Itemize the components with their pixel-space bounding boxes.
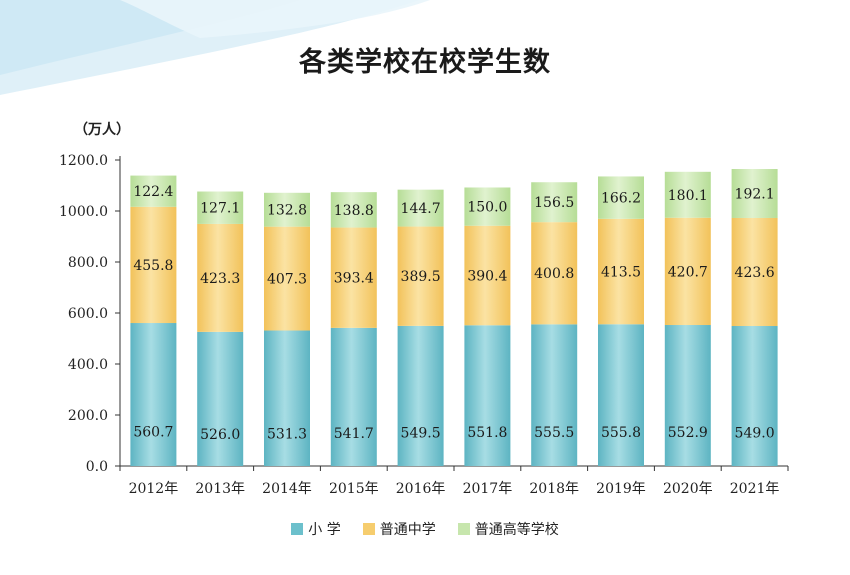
y-tick-label: 600.0 [68,306,108,322]
x-category-label: 2021年 [730,481,780,497]
data-label: 180.1 [668,188,708,204]
data-label: 156.5 [534,195,574,211]
data-label: 555.8 [601,425,641,441]
legend-swatch-middle [362,523,375,535]
data-label: 420.7 [668,264,708,280]
bar-segment [531,222,578,325]
x-category-label: 2019年 [596,481,646,497]
data-label: 555.5 [534,425,574,441]
data-label: 393.4 [334,271,374,287]
x-category-label: 2016年 [396,481,446,497]
bar-segment [330,227,377,328]
data-label: 526.0 [200,427,240,443]
x-category-label: 2015年 [329,481,379,497]
bar-segment [397,189,444,227]
data-label: 407.3 [267,272,307,288]
data-label: 552.9 [668,425,708,441]
data-label: 551.8 [467,425,507,441]
legend-swatch-primary [291,523,304,535]
data-label: 549.0 [735,425,775,441]
x-category-label: 2020年 [663,481,713,497]
y-tick-label: 0.0 [86,459,108,475]
legend-swatch-higher [457,523,470,535]
bar-segment [130,175,177,207]
y-tick-label: 1000.0 [59,204,108,220]
bar-segment [664,217,711,326]
bar-segment [130,323,177,466]
bar-segment [197,331,244,466]
data-label: 423.3 [200,271,240,287]
data-label: 389.5 [401,269,441,285]
bar-segment [464,325,511,466]
bar-segment [731,169,778,218]
y-tick-label: 1200.0 [59,153,108,169]
bar-segment [264,330,310,466]
data-label: 127.1 [200,201,240,217]
bar-segment [197,223,244,332]
y-axis-unit-label: （万人） [74,122,130,138]
legend-item-higher: 普通高等学校 [457,519,559,539]
bar-segment [598,176,644,219]
data-label: 192.1 [735,186,775,202]
data-label: 150.0 [467,200,507,216]
bar-segment [598,218,644,325]
bar-segment [464,225,511,326]
bar-segment [598,324,644,466]
x-category-label: 2017年 [463,481,513,497]
bar-segment [264,226,310,331]
legend-label-primary: 小 学 [308,522,341,538]
bar-segment [531,182,578,223]
bar-segment [664,325,711,466]
data-label: 423.6 [735,265,775,281]
bar-segment [330,192,377,228]
x-category-label: 2013年 [195,481,245,497]
bar-segment [464,187,511,226]
chart-title: 各类学校在校学生数 [299,47,551,78]
data-label: 144.7 [401,201,441,217]
bar-segment [197,191,244,224]
data-label: 413.5 [601,265,641,281]
data-label: 549.5 [401,425,441,441]
y-tick-label: 400.0 [68,357,108,373]
x-category-label: 2014年 [262,481,312,497]
chart-legend: 小 学 普通中学 普通高等学校 [0,519,850,539]
x-category-label: 2018年 [529,481,579,497]
data-label: 531.3 [267,426,307,442]
data-label: 541.7 [334,426,374,442]
legend-label-middle: 普通中学 [379,522,436,538]
bar-segment [664,171,711,218]
legend-item-primary: 小 学 [291,519,341,539]
y-tick-label: 800.0 [68,255,108,271]
data-label: 132.8 [267,203,307,219]
legend-label-higher: 普通高等学校 [474,522,559,538]
bar-segment [330,327,377,466]
data-label: 455.8 [133,258,173,274]
x-category-label: 2012年 [129,481,179,497]
bar-segment [731,326,778,466]
bar-segment [397,226,444,326]
bar-segment [130,206,177,324]
bar-segment [531,324,578,466]
data-label: 138.8 [334,203,374,219]
data-label: 166.2 [601,191,641,207]
y-tick-label: 200.0 [68,408,108,424]
data-label: 400.8 [534,266,574,282]
bar-segment [731,217,778,327]
bar-segment [264,192,310,227]
data-label: 390.4 [467,269,507,285]
legend-item-middle: 普通中学 [362,519,436,539]
data-label: 560.7 [133,425,173,441]
data-label: 122.4 [133,184,173,200]
bar-segment [397,325,444,466]
